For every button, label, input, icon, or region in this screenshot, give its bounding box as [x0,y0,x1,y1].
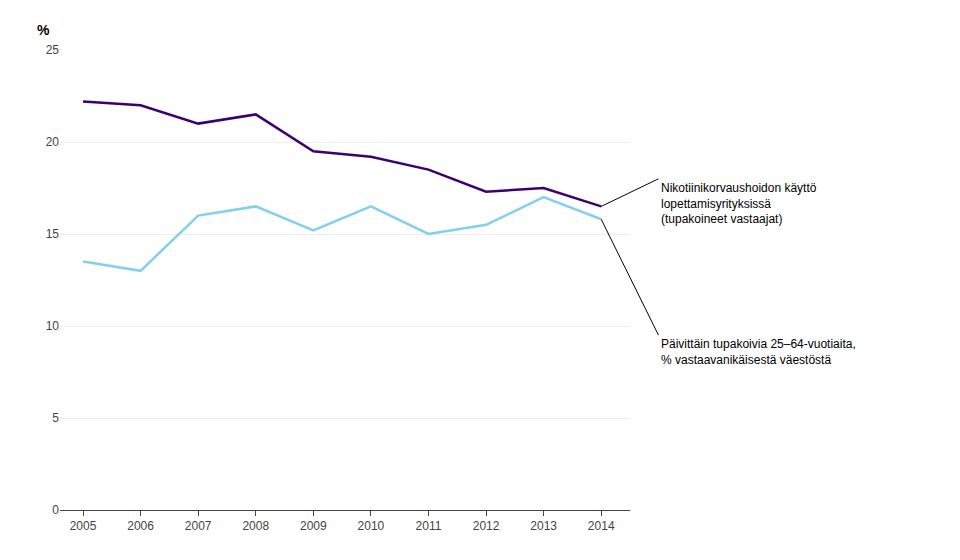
svg-text:2013: 2013 [530,519,557,533]
svg-text:15: 15 [46,227,60,241]
svg-text:2006: 2006 [127,519,154,533]
svg-text:0: 0 [52,503,59,517]
svg-text:2011: 2011 [416,519,442,533]
svg-text:25: 25 [46,43,60,57]
svg-text:2008: 2008 [242,519,269,533]
svg-text:2010: 2010 [358,519,385,533]
svg-text:%: % [37,22,50,38]
svg-text:2014: 2014 [588,519,615,533]
svg-text:2005: 2005 [70,519,97,533]
svg-text:2009: 2009 [300,519,327,533]
svg-text:2012: 2012 [473,519,500,533]
svg-text:2007: 2007 [185,519,212,533]
svg-text:Päivittäin tupakoivia 25–64-vu: Päivittäin tupakoivia 25–64-vuotiaita,% … [661,337,856,367]
svg-text:10: 10 [46,319,60,333]
svg-text:20: 20 [46,135,60,149]
svg-text:Nikotiinikorvaushoidon käyttöl: Nikotiinikorvaushoidon käyttölopettamisy… [661,181,817,226]
svg-text:5: 5 [52,411,59,425]
